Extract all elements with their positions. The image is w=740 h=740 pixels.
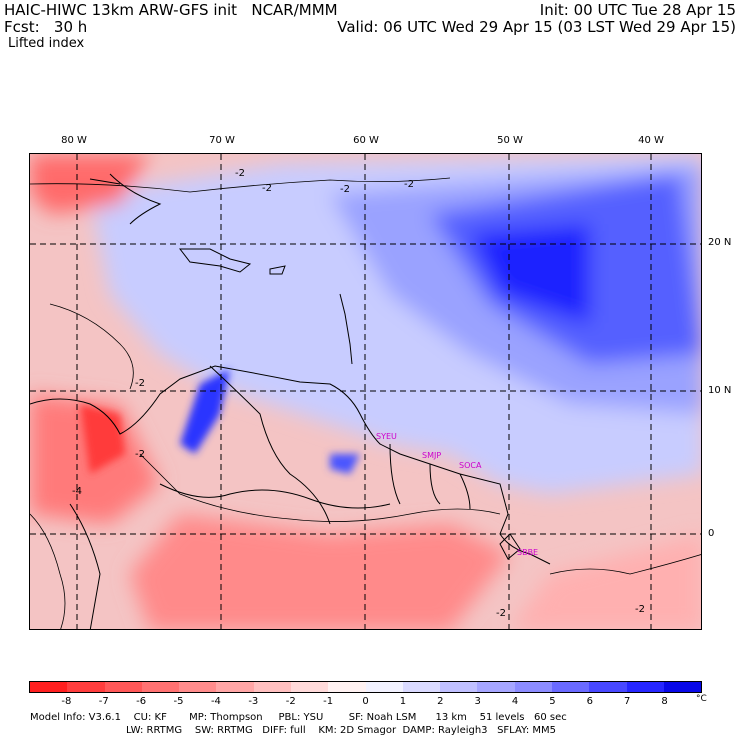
colorbar-tick-label: 2 xyxy=(437,696,444,707)
colorbar-tick-label: 5 xyxy=(549,696,556,707)
lat-label-0: 0 xyxy=(708,528,715,539)
field-positive-4 xyxy=(470,224,590,324)
colorbar-swatch xyxy=(589,682,627,692)
colorbar-swatch xyxy=(104,682,142,692)
lifted-index-map: -2 -2 -2 -2 -2 -2 -2 -4 -2 xyxy=(29,153,702,630)
colorbar-tick-label: -5 xyxy=(173,696,184,707)
colorbar-unit: °C xyxy=(696,694,707,704)
colorbar-tick-label: -7 xyxy=(98,696,109,707)
colorbar-swatch xyxy=(514,682,552,692)
colorbar-tick-label: 7 xyxy=(624,696,631,707)
colorbar-swatch xyxy=(328,682,366,692)
map-canvas: -2 -2 -2 -2 -2 -2 -2 -4 -2 xyxy=(30,154,701,629)
colorbar-swatch xyxy=(402,682,441,692)
field-negative-se xyxy=(511,534,701,629)
contour-label: -2 xyxy=(404,179,414,190)
colorbar-swatch xyxy=(551,682,590,692)
graticule xyxy=(30,154,701,629)
contour-label-group: -2 -2 -2 -2 -2 -2 -2 -4 -2 xyxy=(72,168,645,619)
valid-time: Valid: 06 UTC Wed 29 Apr 15 (03 LST Wed … xyxy=(337,18,736,36)
contour-label: -2 xyxy=(262,183,272,194)
header-title: HAIC-HIWC 13km ARW-GFS init NCAR/MMM xyxy=(4,1,338,19)
colorbar-tick-label: -3 xyxy=(248,696,259,707)
station-label-syeu: SYEU xyxy=(376,432,397,441)
init-time: Init: 00 UTC Tue 28 Apr 15 xyxy=(539,1,736,19)
station-label-soca: SOCA xyxy=(459,461,482,470)
colorbar-tick-label: -2 xyxy=(285,696,296,707)
field-negative-s xyxy=(130,514,510,629)
lat-label-20n: 20 N xyxy=(708,237,732,248)
colorbar-tick-label: 0 xyxy=(362,696,369,707)
lon-label-70w: 70 W xyxy=(209,135,235,146)
lon-label-80w: 80 W xyxy=(61,135,87,146)
colorbar-tick-label: 8 xyxy=(661,696,668,707)
colorbar xyxy=(29,681,702,693)
colorbar-tick-label: -8 xyxy=(61,696,72,707)
colorbar-swatch xyxy=(253,682,291,692)
contour-label: -2 xyxy=(135,449,145,460)
contour-label: -2 xyxy=(340,184,350,195)
lon-label-40w: 40 W xyxy=(638,135,664,146)
field-guyana-max xyxy=(330,454,360,474)
colorbar-swatch xyxy=(663,682,702,692)
colorbar-tick-label: 4 xyxy=(511,696,519,707)
lat-label-10n: 10 N xyxy=(708,385,732,396)
lon-label-50w: 50 W xyxy=(497,135,523,146)
model-info-line1: Model Info: V3.6.1 CU: KF MP: Thompson P… xyxy=(30,712,567,723)
colorbar-swatch xyxy=(30,682,68,692)
colorbar-tick-label: -6 xyxy=(136,696,147,707)
forecast-hour: Fcst: 30 h xyxy=(4,18,88,36)
colorbar-swatch xyxy=(477,682,515,692)
field-name: Lifted index xyxy=(8,36,85,51)
colorbar-tick-label: -4 xyxy=(210,696,221,707)
contour-label: -2 xyxy=(496,608,506,619)
contour-label: -4 xyxy=(72,486,82,497)
colorbar-swatch xyxy=(141,682,180,692)
lon-label-60w: 60 W xyxy=(353,135,379,146)
colorbar-tick-label: -1 xyxy=(323,696,334,707)
colorbar-swatch xyxy=(216,682,254,692)
model-info-line2: LW: RRTMG SW: RRTMG DIFF: full KM: 2D Sm… xyxy=(126,725,556,736)
colorbar-swatch xyxy=(179,682,217,692)
colorbar-tick-label: 1 xyxy=(399,696,407,707)
station-label-smjp: SMJP xyxy=(422,451,442,460)
contour-label: -2 xyxy=(635,604,645,615)
station-label-sbbe: SBBE xyxy=(517,548,539,557)
colorbar-swatch xyxy=(440,682,478,692)
field-venezuela-max xyxy=(180,369,230,454)
contours xyxy=(30,177,701,629)
colorbar-swatch xyxy=(67,682,105,692)
colorbar-tick-label: 6 xyxy=(586,696,594,707)
field-panama-min xyxy=(80,404,125,474)
coastlines xyxy=(30,173,551,629)
contour-label: -2 xyxy=(135,378,145,389)
colorbar-swatch xyxy=(626,682,664,692)
contour-label: -2 xyxy=(235,168,245,179)
colorbar-swatch xyxy=(365,682,403,692)
colorbar-swatch xyxy=(290,682,329,692)
colorbar-tick-label: 3 xyxy=(474,696,481,707)
